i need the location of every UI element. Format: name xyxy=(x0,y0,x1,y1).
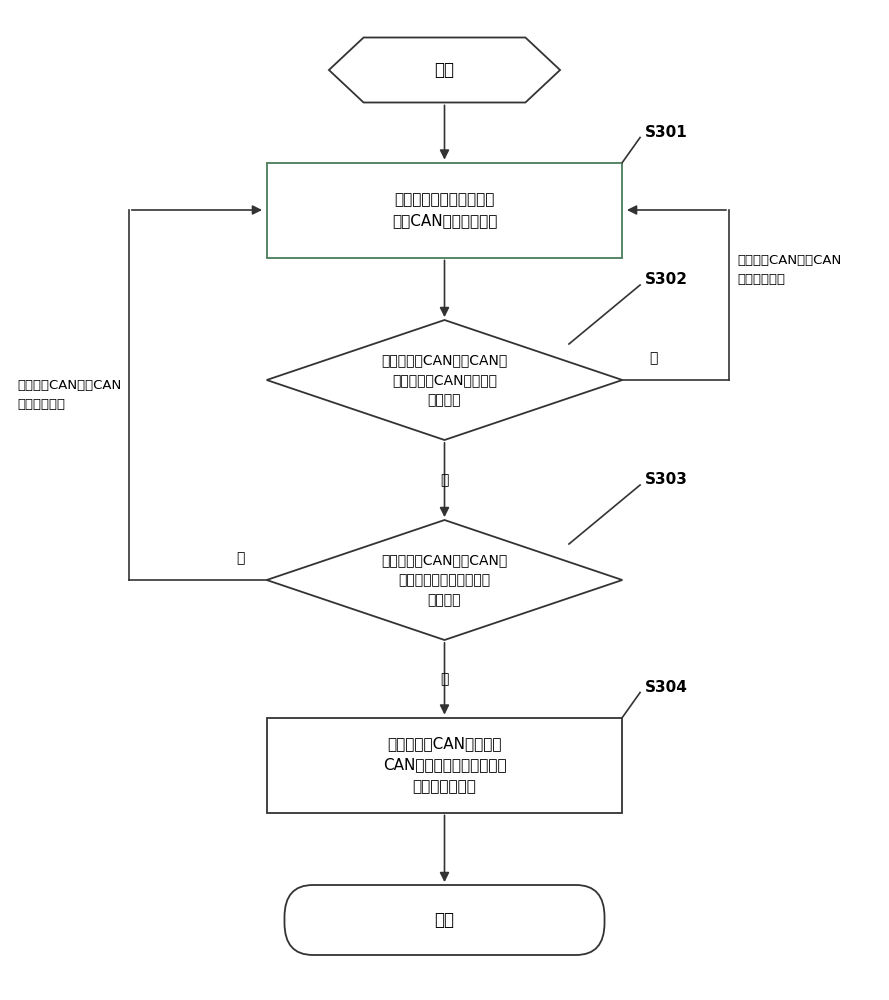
Text: 开始: 开始 xyxy=(435,61,454,79)
Text: 结束: 结束 xyxy=(435,911,454,929)
Polygon shape xyxy=(267,320,622,440)
Text: S301: S301 xyxy=(645,125,687,140)
Text: 否: 否 xyxy=(236,551,244,565)
Text: 重新对各CAN节点CAN
信息进行配置: 重新对各CAN节点CAN 信息进行配置 xyxy=(738,254,842,286)
Text: 配置后的各CAN节点CAN信
息是否满足协议约束缓冲
区的要求: 配置后的各CAN节点CAN信 息是否满足协议约束缓冲 区的要求 xyxy=(381,553,508,607)
Text: 配置后的各CAN节点CAN信
息是否满足CAN总线基本
协议要求: 配置后的各CAN节点CAN信 息是否满足CAN总线基本 协议要求 xyxy=(381,353,508,407)
Text: S302: S302 xyxy=(645,272,687,288)
FancyBboxPatch shape xyxy=(284,885,605,955)
Polygon shape xyxy=(267,520,622,640)
Text: 依据协议约束缓冲区，对
各个CAN节点进行配置: 依据协议约束缓冲区，对 各个CAN节点进行配置 xyxy=(392,192,497,228)
Text: S304: S304 xyxy=(645,680,687,695)
Polygon shape xyxy=(329,37,560,102)
Text: 否: 否 xyxy=(649,351,657,365)
FancyBboxPatch shape xyxy=(267,162,622,257)
FancyBboxPatch shape xyxy=(267,718,622,812)
Text: S303: S303 xyxy=(645,473,687,488)
Text: 是: 是 xyxy=(440,672,449,686)
Text: 重新对各CAN节点CAN
信息进行配置: 重新对各CAN节点CAN 信息进行配置 xyxy=(18,379,122,411)
Text: 将配置后的CAN信息放入
CAN配置信息缓冲区中，以
备星务主机使用: 将配置后的CAN信息放入 CAN配置信息缓冲区中，以 备星务主机使用 xyxy=(382,736,507,794)
Text: 是: 是 xyxy=(440,473,449,487)
